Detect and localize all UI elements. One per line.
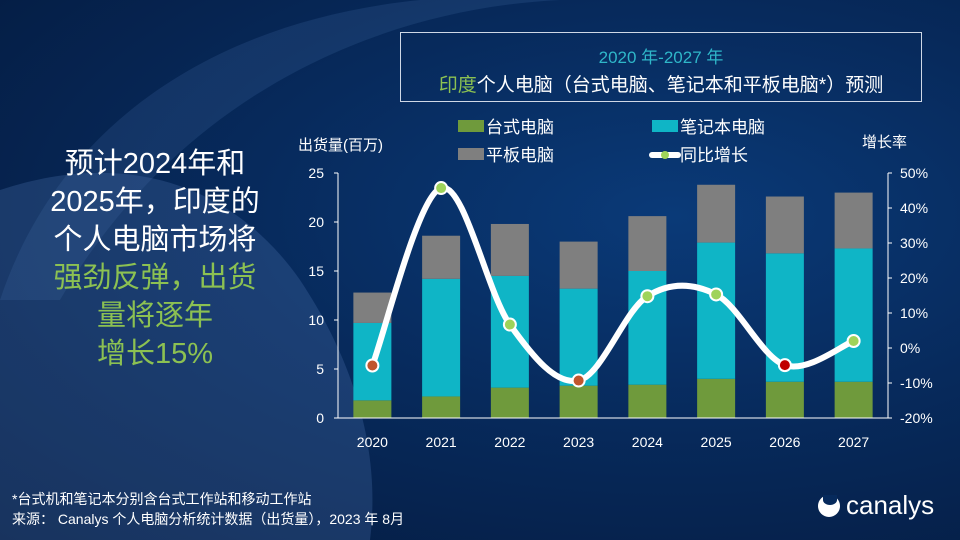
chart-title-years: 2020 年-2027 年 [598,48,724,67]
bar-2021-台式电脑 [422,396,461,418]
bar-2026-平板电脑 [765,196,804,254]
legend-label: 笔记本电脑 [680,118,765,137]
background-swoosh [0,172,373,540]
bar-2024-台式电脑 [628,384,667,418]
x-tick-label: 2024 [632,434,663,450]
chart-title: 印度个人电脑（台式电脑、笔记本和平板电脑*）预测 [401,70,921,97]
left-axis-title: 出货量(百万) [298,137,383,154]
canalys-logo: canalys [818,490,948,521]
left-tick-label: 15 [308,263,324,279]
source-text: 来源： Canalys 个人电脑分析统计数据（出货量），2023 年 8月 [12,511,405,527]
x-tick-label: 2023 [563,434,594,450]
right-tick-label: 0% [900,340,920,356]
right-tick-label: 50% [900,165,928,181]
left-tick-label: 0 [316,410,324,426]
title-rest: 个人电脑（台式电脑、笔记本和平板电脑*）预测 [476,75,884,96]
chart-title-box: 2020 年-2027 年 印度个人电脑（台式电脑、笔记本和平板电脑*）预测 [400,32,922,102]
x-tick-label: 2025 [701,434,732,450]
logo-text: canalys [846,490,935,520]
legend-swatch-平板电脑 [458,148,484,160]
bar-2026-台式电脑 [765,381,804,418]
legend-line-marker [661,151,669,159]
bar-2025-台式电脑 [697,378,736,418]
right-tick-label: -10% [900,375,933,391]
right-tick-label: 10% [900,305,928,321]
headline-part3: 增长15% [96,338,214,370]
bar-2022-台式电脑 [490,387,529,418]
x-tick-label: 2022 [494,434,525,450]
right-axis-title: 增长率 [862,134,907,151]
growth-marker-2022 [502,317,517,332]
legend-label: 同比增长 [680,146,748,165]
legend-swatch-笔记本电脑 [652,120,678,132]
bar-2023-台式电脑 [559,385,598,418]
x-tick-label: 2026 [769,434,800,450]
bar-2027-台式电脑 [834,381,873,418]
bar-2027-笔记本电脑 [834,248,873,382]
footnote: *台式机和笔记本分别含台式工作站和移动工作站 [12,491,312,507]
bar-2025-笔记本电脑 [697,242,736,379]
legend-swatch-台式电脑 [458,120,484,132]
bar-2025-平板电脑 [697,184,736,243]
growth-marker-2024 [640,289,655,304]
left-tick-label: 20 [308,214,324,230]
bar-2027-平板电脑 [834,192,873,249]
x-tick-label: 2027 [838,434,869,450]
x-tick-label: 2021 [426,434,457,450]
left-tick-label: 10 [308,312,324,328]
right-tick-label: 20% [900,270,928,286]
bar-2020-台式电脑 [353,400,392,418]
legend-label: 台式电脑 [486,118,554,137]
headline: 预计2024年和2025年，印度的个人电脑市场将强劲反弹，出货量将逐年增长15% [40,145,270,373]
growth-marker-2023 [571,373,586,388]
bar-2024-平板电脑 [628,216,667,271]
headline-part2: 强劲反弹，出货量将逐年 [53,262,257,332]
growth-marker-2020 [365,358,380,373]
left-tick-label: 25 [308,165,324,181]
right-tick-label: 40% [900,200,928,216]
bar-2021-平板电脑 [422,235,461,279]
background-arc [0,0,560,300]
bar-2021-笔记本电脑 [422,278,461,397]
bar-2023-平板电脑 [559,241,598,289]
growth-marker-2021 [434,181,449,196]
left-tick-label: 5 [316,361,324,377]
bar-2022-平板电脑 [490,223,529,276]
logo-mark-icon [818,494,840,517]
title-highlight: 印度 [438,75,477,96]
footer: *台式机和笔记本分别含台式工作站和移动工作站 来源： Canalys 个人电脑分… [12,489,612,529]
legend-label: 平板电脑 [486,146,554,165]
headline-part1: 预计2024年和2025年，印度的个人电脑市场将 [50,148,260,256]
x-tick-label: 2020 [357,434,388,450]
right-tick-label: 30% [900,235,928,251]
growth-marker-2027 [846,334,861,348]
growth-marker-2026 [777,358,792,373]
growth-marker-2025 [709,287,724,302]
right-tick-label: -20% [900,410,933,426]
